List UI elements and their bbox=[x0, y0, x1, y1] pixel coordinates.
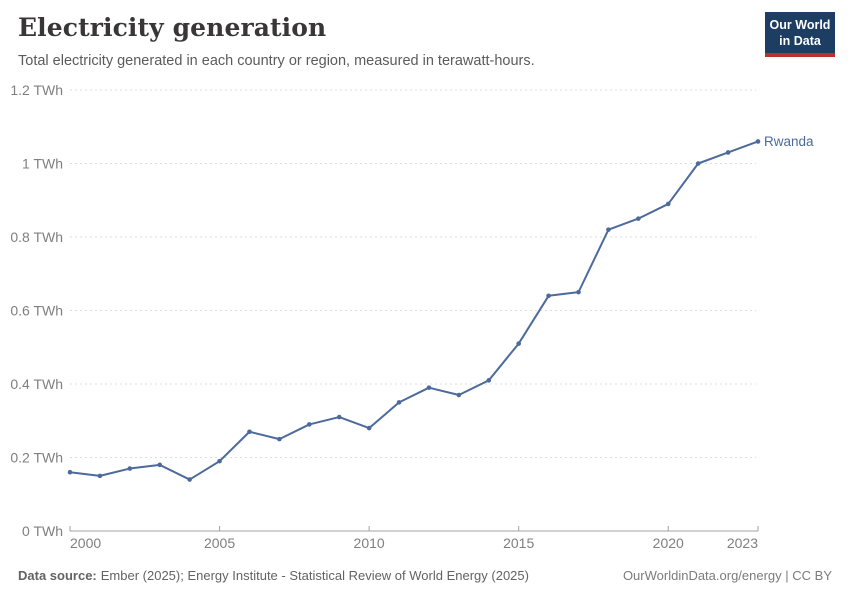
x-tick-label: 2015 bbox=[503, 535, 534, 551]
page-subtitle: Total electricity generated in each coun… bbox=[18, 53, 535, 69]
y-tick-label: 1.2 TWh bbox=[10, 82, 63, 98]
series-line[interactable] bbox=[69, 140, 759, 481]
data-point[interactable] bbox=[157, 462, 163, 468]
credit-link[interactable]: OurWorldinData.org/energy | CC BY bbox=[622, 568, 832, 583]
data-point[interactable] bbox=[336, 414, 342, 420]
data-source-text: Ember (2025); Energy Institute - Statist… bbox=[100, 568, 529, 583]
owid-logo-line1: Our World bbox=[769, 18, 831, 32]
data-point[interactable] bbox=[665, 201, 671, 207]
y-tick-label: 0.6 TWh bbox=[10, 303, 63, 319]
data-point[interactable] bbox=[127, 466, 133, 471]
data-point[interactable] bbox=[426, 385, 432, 390]
series-end-label[interactable]: Rwanda bbox=[764, 134, 814, 149]
page-title: Electricity generation bbox=[18, 13, 327, 42]
data-point[interactable] bbox=[97, 473, 103, 479]
x-tick-label: 2010 bbox=[354, 535, 385, 551]
data-point[interactable] bbox=[396, 400, 402, 405]
y-tick-label: 0 TWh bbox=[22, 523, 63, 539]
data-source-label: Data source: bbox=[18, 568, 97, 583]
data-point[interactable] bbox=[247, 429, 252, 435]
data-point[interactable] bbox=[366, 425, 372, 431]
y-tick-label: 0.2 TWh bbox=[10, 450, 63, 466]
x-tick-label: 2000 bbox=[70, 535, 101, 551]
x-tick-label: 2005 bbox=[204, 535, 235, 551]
x-tick-label: 2023 bbox=[727, 535, 758, 551]
data-point[interactable] bbox=[277, 436, 282, 442]
y-tick-label: 0.4 TWh bbox=[10, 376, 63, 392]
data-source-note: Data source: Ember (2025); Energy Institu… bbox=[18, 568, 529, 583]
data-point[interactable] bbox=[456, 392, 462, 398]
owid-logo[interactable]: Our World in Data bbox=[765, 12, 835, 58]
data-point[interactable] bbox=[755, 139, 761, 144]
chart-footer: Data source: Ember (2025); Energy Institu… bbox=[18, 568, 832, 583]
y-tick-label: 1 TWh bbox=[22, 156, 63, 172]
data-point[interactable] bbox=[725, 150, 731, 155]
data-point[interactable] bbox=[307, 422, 312, 427]
data-point[interactable] bbox=[546, 293, 551, 299]
data-point[interactable] bbox=[217, 458, 222, 464]
data-point[interactable] bbox=[187, 477, 192, 482]
data-point[interactable] bbox=[695, 161, 701, 166]
data-point[interactable] bbox=[636, 216, 641, 221]
x-tick-label: 2020 bbox=[653, 535, 684, 551]
data-point[interactable] bbox=[486, 378, 492, 383]
y-tick-label: 0.8 TWh bbox=[10, 229, 63, 245]
data-point[interactable] bbox=[516, 341, 521, 346]
data-point[interactable] bbox=[576, 289, 581, 295]
data-point[interactable] bbox=[67, 469, 73, 475]
data-point[interactable] bbox=[606, 227, 611, 232]
owid-logo-line2: in Data bbox=[779, 33, 821, 48]
